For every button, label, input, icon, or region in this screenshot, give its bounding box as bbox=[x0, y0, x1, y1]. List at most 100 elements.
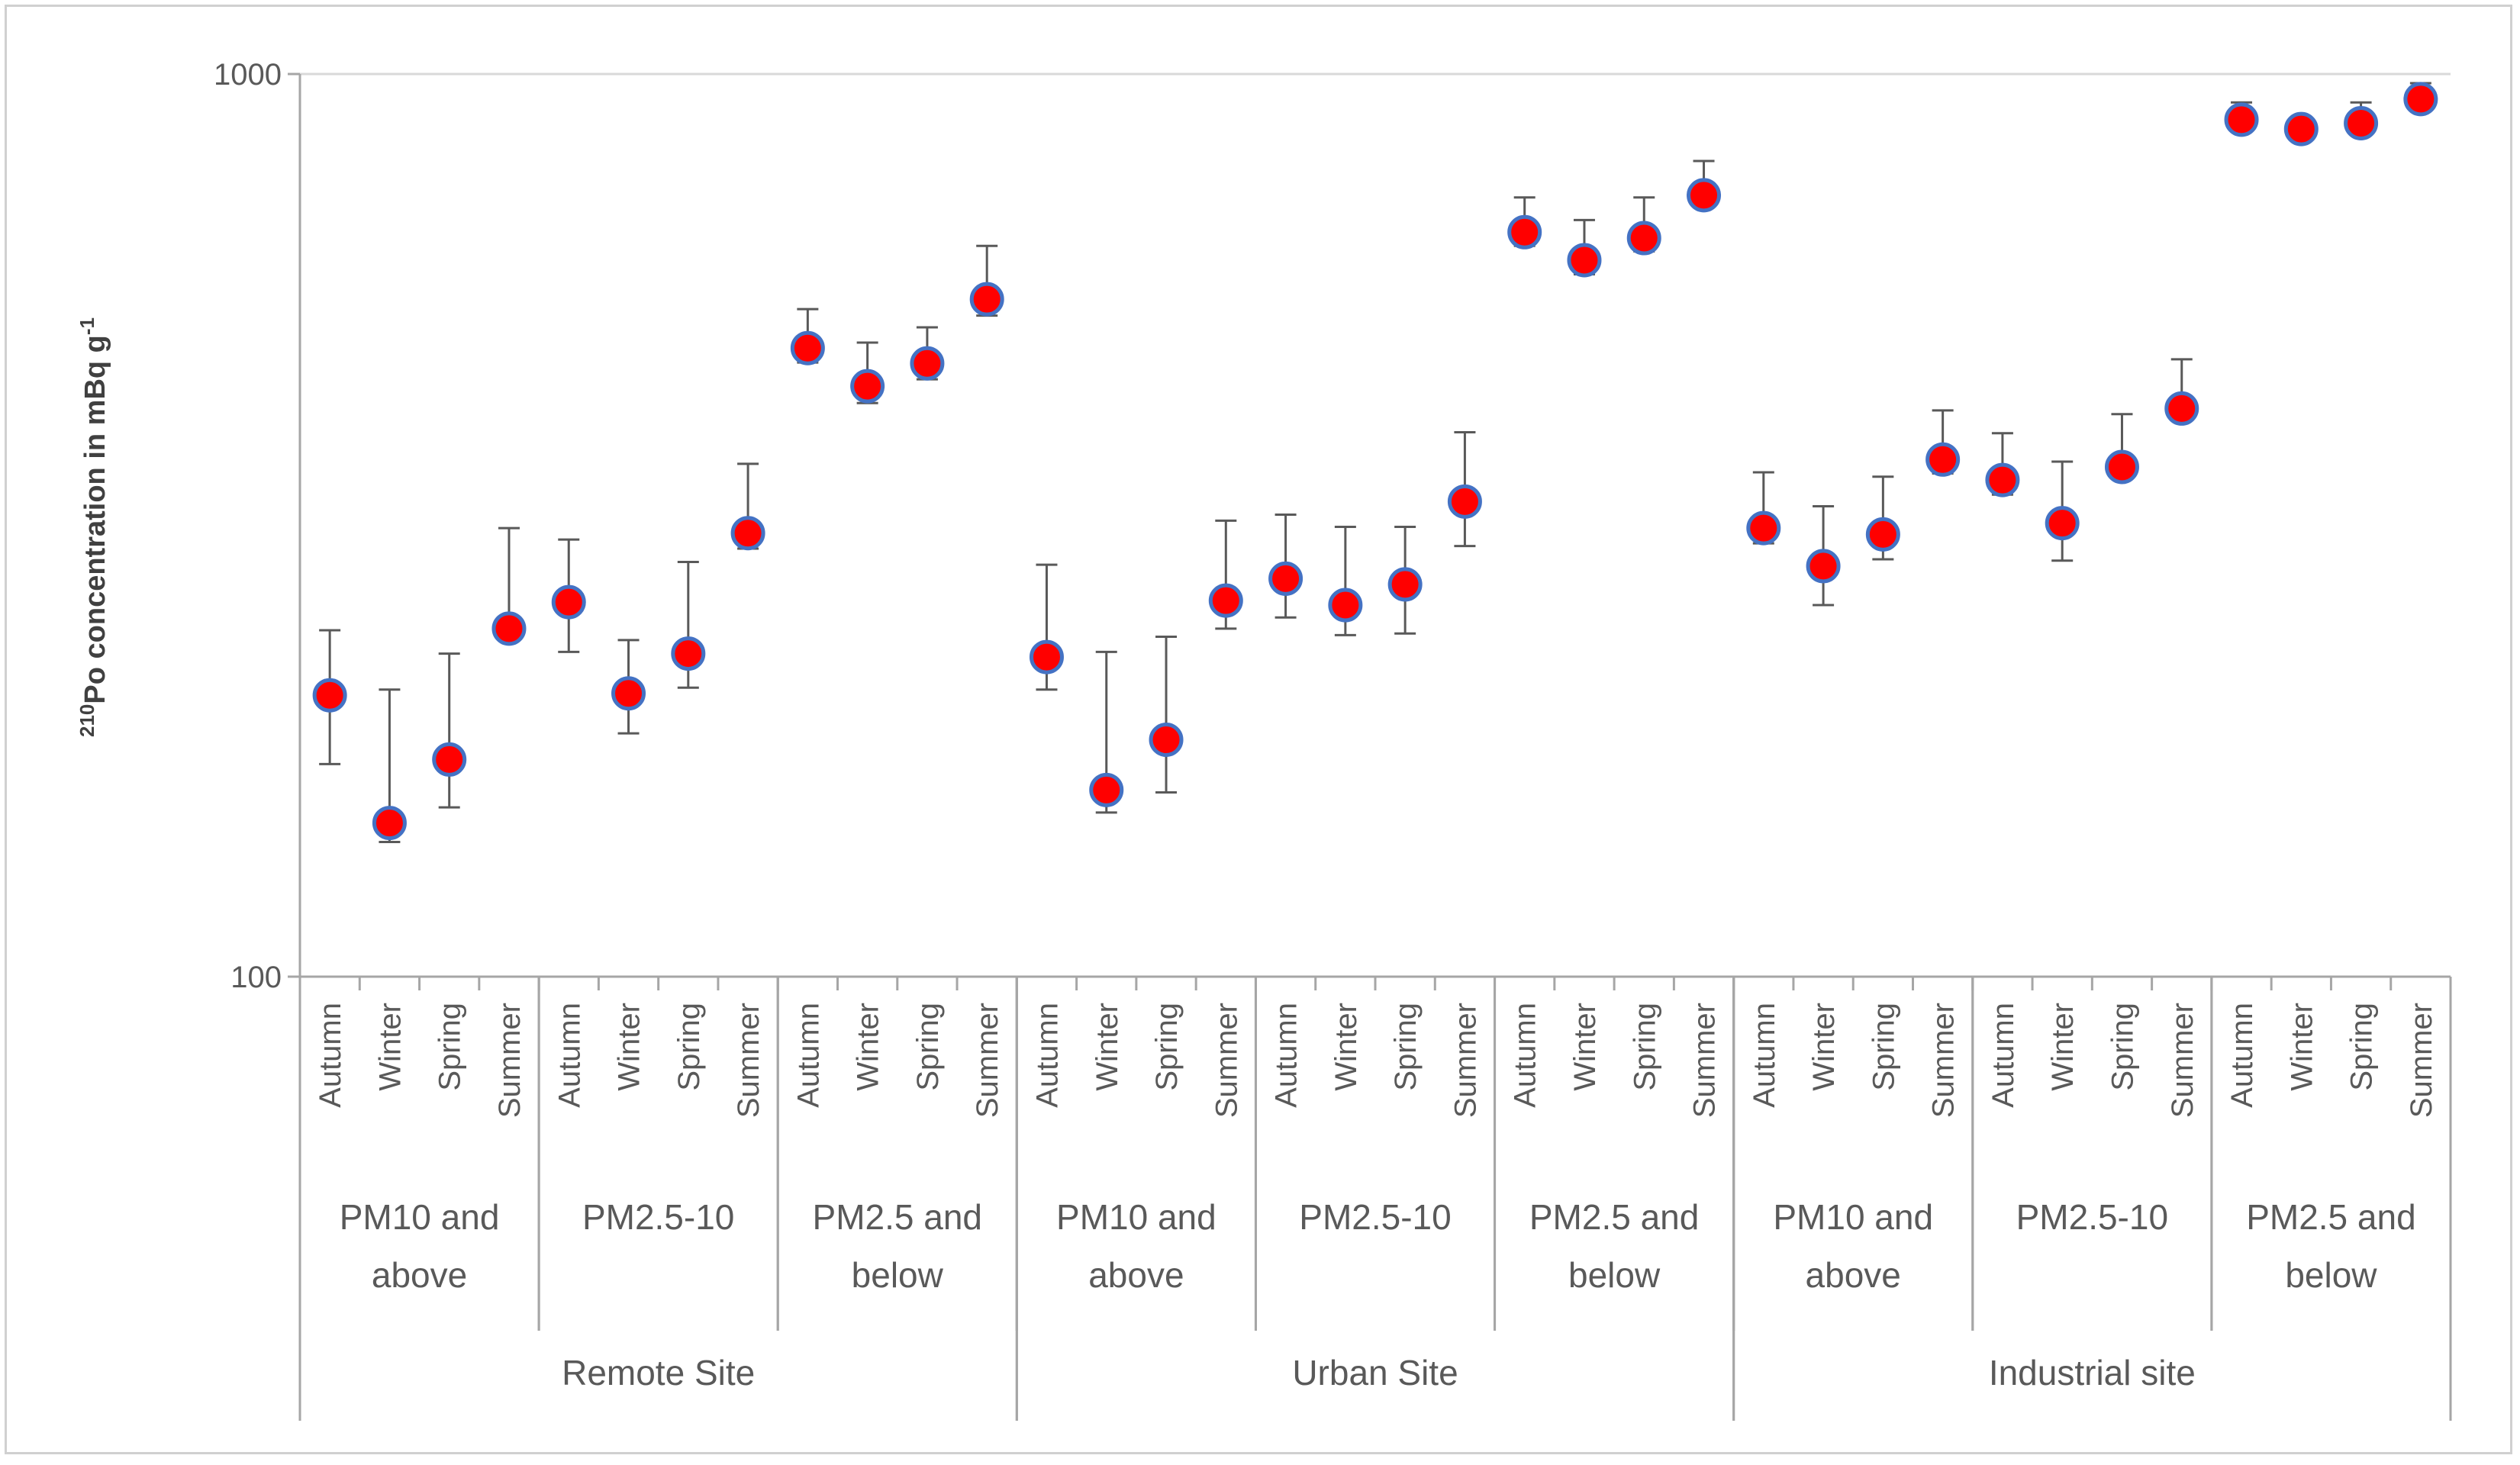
season-label: Spring bbox=[1150, 1003, 1184, 1091]
group-label-line: PM2.5-10 bbox=[2016, 1197, 2168, 1237]
season-label: Summer bbox=[1449, 1003, 1482, 1118]
data-point bbox=[1328, 588, 1363, 623]
group-label-line: PM2.5-10 bbox=[582, 1197, 734, 1237]
data-point bbox=[1746, 510, 1781, 546]
y-axis-title-exponent: -1 bbox=[76, 317, 98, 335]
chart-canvas: 100 1000 Autumn Winter Spring Summer Autumn Wi… bbox=[76, 58, 2452, 1421]
group-label-line: PM10 and bbox=[1773, 1197, 1933, 1237]
group-label-line: below bbox=[852, 1255, 944, 1295]
group-label-line: PM10 and bbox=[1056, 1197, 1216, 1237]
data-point bbox=[850, 369, 885, 404]
error-bars bbox=[319, 82, 2431, 843]
season-label: Spring bbox=[672, 1003, 706, 1091]
season-label: Summer bbox=[971, 1003, 1004, 1118]
data-point bbox=[432, 742, 467, 777]
season-label: Autumn bbox=[1509, 1003, 1542, 1108]
data-point bbox=[1925, 442, 1961, 477]
group-label-line: below bbox=[1568, 1255, 1661, 1295]
season-label: Spring bbox=[1867, 1003, 1900, 1091]
season-label: Winter bbox=[1329, 1003, 1363, 1091]
season-label: Winter bbox=[613, 1003, 646, 1091]
gridlines bbox=[300, 72, 2451, 978]
data-point bbox=[1626, 221, 1661, 256]
group-label-line: PM2.5 and bbox=[2246, 1197, 2415, 1237]
data-point bbox=[2403, 82, 2438, 117]
season-label: Summer bbox=[2166, 1003, 2199, 1118]
group-label: PM10 and above bbox=[1773, 1197, 1933, 1295]
season-label: Autumn bbox=[1270, 1003, 1304, 1108]
season-label: Winter bbox=[373, 1003, 407, 1091]
chart-frame: 100 1000 Autumn Winter Spring Summer Autumn Wi… bbox=[5, 5, 2512, 1454]
data-point bbox=[372, 806, 407, 841]
data-point bbox=[1865, 517, 1900, 552]
group-label: PM2.5-10 bbox=[2016, 1197, 2168, 1237]
season-label: Winter bbox=[2046, 1003, 2080, 1091]
y-axis-title-superscript: 210 bbox=[76, 704, 98, 737]
site-label: Urban Site bbox=[1292, 1353, 1458, 1393]
season-label: Summer bbox=[732, 1003, 765, 1118]
group-label: PM10 and above bbox=[1056, 1197, 1216, 1295]
group-label: PM2.5 and below bbox=[813, 1197, 982, 1295]
data-point bbox=[671, 636, 706, 671]
group-label: PM2.5-10 bbox=[582, 1197, 734, 1237]
season-label: Summer bbox=[1927, 1003, 1961, 1118]
group-label-line: above bbox=[1806, 1255, 1901, 1295]
group-label: PM2.5 and below bbox=[2246, 1197, 2415, 1295]
season-label: Autumn bbox=[791, 1003, 825, 1108]
data-point bbox=[910, 346, 945, 381]
data-point bbox=[1806, 549, 1841, 584]
group-label-line: PM2.5-10 bbox=[1299, 1197, 1451, 1237]
data-point bbox=[969, 282, 1004, 317]
season-label: Autumn bbox=[553, 1003, 586, 1108]
y-axis-title: 210Po concentration in mBq g-1 bbox=[76, 317, 111, 737]
season-label: Spring bbox=[911, 1003, 945, 1091]
season-label: Winter bbox=[1807, 1003, 1841, 1091]
group-label: PM2.5 and below bbox=[1529, 1197, 1699, 1295]
axes: 100 1000 bbox=[214, 58, 2451, 994]
group-label-line: above bbox=[372, 1255, 467, 1295]
y-axis-title-text: Po concentration in mBq g bbox=[79, 335, 111, 704]
category-axis: Autumn Winter Spring Summer Autumn Winter Spri… bbox=[298, 977, 2452, 1421]
season-label: Autumn bbox=[1030, 1003, 1064, 1108]
season-label: Spring bbox=[2106, 1003, 2139, 1091]
data-point bbox=[2164, 391, 2199, 426]
season-label: Summer bbox=[493, 1003, 527, 1118]
data-point bbox=[790, 330, 825, 365]
data-point bbox=[611, 676, 646, 711]
season-label: Autumn bbox=[1987, 1003, 2020, 1108]
data-point bbox=[1089, 772, 1124, 807]
data-point bbox=[2224, 102, 2259, 137]
data-point bbox=[1208, 583, 1243, 618]
data-point bbox=[1567, 243, 1602, 278]
season-label: Autumn bbox=[314, 1003, 347, 1108]
data-point bbox=[551, 584, 586, 620]
y-tick-label: 1000 bbox=[214, 58, 282, 92]
season-label: Autumn bbox=[1748, 1003, 1781, 1108]
data-points bbox=[312, 82, 2438, 841]
site-label: Industrial site bbox=[1989, 1353, 2196, 1393]
data-point bbox=[1387, 567, 1423, 602]
data-point bbox=[1029, 639, 1064, 675]
data-point bbox=[1447, 484, 1482, 519]
group-label: PM2.5-10 bbox=[1299, 1197, 1451, 1237]
group-label-line: below bbox=[2285, 1255, 2377, 1295]
data-point bbox=[1507, 214, 1542, 250]
data-point bbox=[2344, 106, 2379, 141]
site-label: Remote Site bbox=[562, 1353, 755, 1393]
data-point bbox=[2283, 111, 2319, 146]
season-label: Summer bbox=[2405, 1003, 2438, 1118]
season-label: Winter bbox=[852, 1003, 885, 1091]
season-label: Spring bbox=[2345, 1003, 2379, 1091]
group-label-line: above bbox=[1088, 1255, 1184, 1295]
data-point bbox=[730, 516, 765, 551]
data-point bbox=[1985, 462, 2020, 497]
data-point bbox=[2045, 506, 2080, 541]
season-label: Summer bbox=[1688, 1003, 1722, 1118]
group-label: PM10 and above bbox=[340, 1197, 500, 1295]
data-point bbox=[1268, 561, 1304, 596]
season-label: Spring bbox=[1389, 1003, 1423, 1091]
data-point bbox=[1149, 723, 1184, 758]
data-point bbox=[1687, 178, 1722, 213]
data-point bbox=[491, 611, 527, 646]
y-tick-label: 100 bbox=[230, 961, 282, 994]
